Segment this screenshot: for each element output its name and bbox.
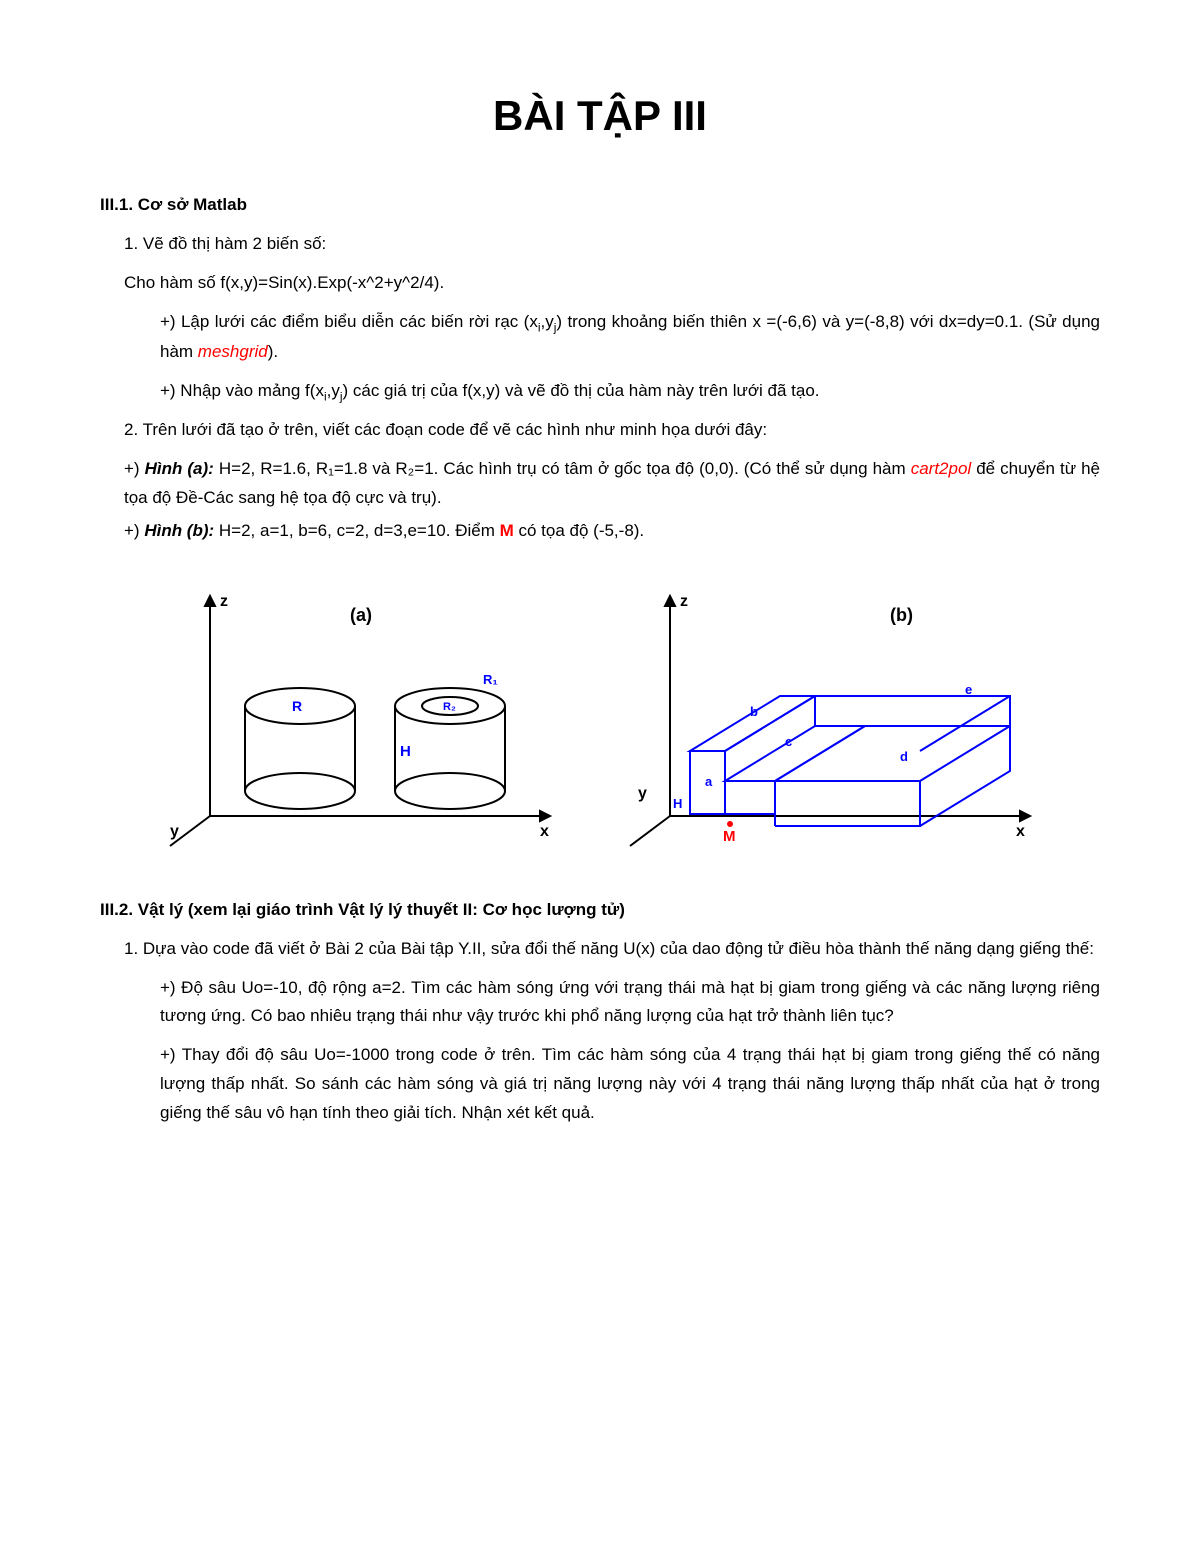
s1-item1: 1. Vẽ đồ thị hàm 2 biến số: <box>100 230 1100 259</box>
text: +) Nhập vào mảng f(x <box>160 381 324 400</box>
section2-heading: III.2. Vật lý (xem lại giáo trình Vật lý… <box>100 896 1100 925</box>
cart2pol-keyword: cart2pol <box>911 459 971 478</box>
figure-b: z y x (b) <box>610 576 1050 856</box>
s1-item2: 2. Trên lưới đã tạo ở trên, viết các đoạ… <box>100 416 1100 445</box>
text: +) Lập lưới các điểm biểu diễn các biến … <box>160 312 538 331</box>
axis-y-label: y <box>170 823 179 840</box>
figure-a: z y x (a) R R₁ R₂ H <box>150 576 570 856</box>
text: có tọa độ (-5,-8). <box>514 521 644 540</box>
e-label: e <box>965 682 972 697</box>
axis-x-label: x <box>540 823 549 840</box>
hinh-a-label: Hình (a): <box>145 459 214 478</box>
s1-p2: +) Nhập vào mảng f(xi,yj) các giá trị củ… <box>100 377 1100 407</box>
s2-p1: 1. Dựa vào code đã viết ở Bài 2 của Bài … <box>100 935 1100 964</box>
text: ) các giá trị của f(x,y) và vẽ đồ thị củ… <box>343 381 820 400</box>
page-title: BÀI TẬP III <box>100 80 1100 151</box>
s1-formula: Cho hàm số f(x,y)=Sin(x).Exp(-x^2+y^2/4)… <box>100 269 1100 298</box>
M-letter: M <box>500 521 514 540</box>
text: H=2, R=1.6, R₁=1.8 và R₂=1. Các hình trụ… <box>214 459 911 478</box>
axis-z-label: z <box>220 593 228 610</box>
b-label: b <box>750 704 758 719</box>
M-point <box>727 821 733 827</box>
s2-p2: +) Độ sâu Uo=-10, độ rộng a=2. Tìm các h… <box>100 974 1100 1032</box>
R-label: R <box>292 698 302 714</box>
figure-a-label: (a) <box>350 605 372 625</box>
axis-x-label: x <box>1016 823 1025 840</box>
s2-p3: +) Thay đổi độ sâu Uo=-1000 trong code ở… <box>100 1041 1100 1128</box>
H-label-b: H <box>673 796 682 811</box>
text: H=2, a=1, b=6, c=2, d=3,e=10. Điểm <box>214 521 499 540</box>
s1-p1: +) Lập lưới các điểm biểu diễn các biến … <box>100 308 1100 367</box>
c-label: c <box>785 734 792 749</box>
hinh-b-label: Hình (b): <box>144 521 214 540</box>
d-label: d <box>900 749 908 764</box>
R1-label: R₁ <box>483 672 498 687</box>
figure-b-label: (b) <box>890 605 913 625</box>
figure-row: z y x (a) R R₁ R₂ H <box>100 576 1100 856</box>
section1-heading: III.1. Cơ sở Matlab <box>100 191 1100 220</box>
axis-y-label: y <box>638 785 647 802</box>
text: ,y <box>327 381 340 400</box>
s1-hinh-b: +) Hình (b): H=2, a=1, b=6, c=2, d=3,e=1… <box>100 517 1100 546</box>
H-label: H <box>400 743 411 760</box>
axis-z-label: z <box>680 593 688 610</box>
meshgrid-keyword: meshgrid <box>198 342 268 361</box>
text: ). <box>268 342 278 361</box>
s1-hinh-a: +) Hình (a): H=2, R=1.6, R₁=1.8 và R₂=1.… <box>100 455 1100 513</box>
R2-label: R₂ <box>443 701 456 713</box>
M-label: M <box>723 828 736 845</box>
a-label: a <box>705 774 713 789</box>
text: ,y <box>541 312 554 331</box>
